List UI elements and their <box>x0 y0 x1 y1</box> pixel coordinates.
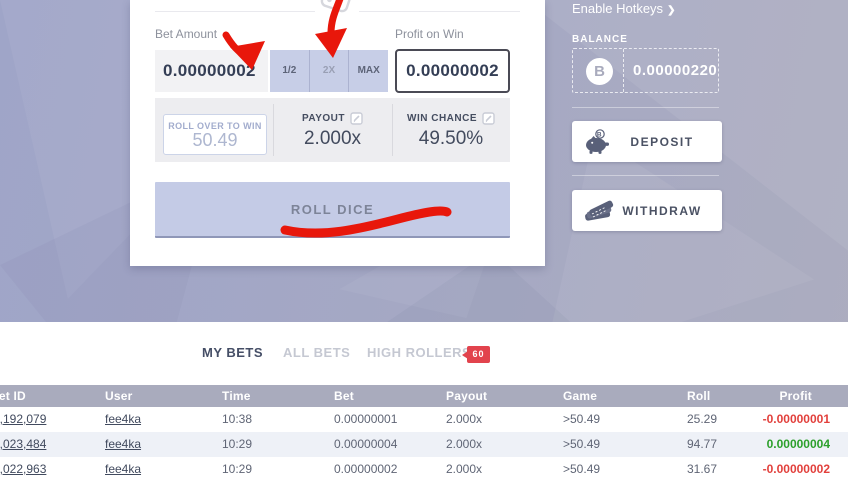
bet-panel: Bet Amount Profit on Win 0.00000002 1/2 … <box>130 0 545 266</box>
profit-on-win-label: Profit on Win <box>395 27 464 41</box>
divider <box>392 104 393 156</box>
bet-amount-label: Bet Amount <box>155 27 218 41</box>
divider <box>623 49 624 92</box>
tab-my-bets[interactable]: MY BETS <box>202 345 264 360</box>
bet-time: 10:29 <box>222 462 253 476</box>
edit-win-chance-icon[interactable] <box>482 112 495 125</box>
win-chance-label: WIN CHANCE <box>407 113 477 124</box>
max-bet-button[interactable]: MAX <box>357 65 380 76</box>
bet-payout: 2.000x <box>446 412 483 426</box>
tab-all-bets[interactable]: ALL BETS <box>283 345 351 360</box>
payout-value: 2.000x <box>303 128 362 149</box>
divider <box>572 107 719 108</box>
roll-over-to-win-box[interactable]: ROLL OVER TO WIN 50.49 <box>163 114 267 155</box>
profit-on-win-input[interactable]: 0.00000002 <box>395 49 510 93</box>
bet-payout: 2.000x <box>446 437 483 451</box>
bet-roll: 25.29 <box>687 412 718 426</box>
edit-payout-icon[interactable] <box>350 112 363 125</box>
column-bet-id: Bet ID <box>0 389 26 403</box>
user-link[interactable]: fee4ka <box>105 462 142 476</box>
bet-amount: 0.00000002 <box>334 462 398 476</box>
win-chance-value: 49.50% <box>418 128 484 149</box>
user-link[interactable]: fee4ka <box>105 412 142 426</box>
piggy-bank-icon: B <box>586 128 609 154</box>
divider <box>572 175 719 176</box>
bet-id-link[interactable]: 9,192,079 <box>0 412 47 426</box>
column-bet: Bet <box>334 389 354 403</box>
bet-profit: -0.00000001 <box>762 412 830 426</box>
bet-roll: 94.77 <box>687 437 718 451</box>
bet-id-link[interactable]: 9,023,484 <box>0 437 47 451</box>
high-rollers-count-badge[interactable]: 60 <box>462 346 490 363</box>
bet-game: >50.49 <box>563 437 601 451</box>
column-profit: Profit <box>779 389 812 403</box>
deposit-label: DEPOSIT <box>630 134 694 149</box>
roll-over-to-win-label: ROLL OVER TO WIN <box>168 121 262 131</box>
table-row: 9,192,079 fee4ka 10:38 0.00000001 2.000x… <box>0 407 848 432</box>
withdraw-button[interactable]: WITHDRAW <box>572 190 722 231</box>
bet-amount: 0.00000001 <box>334 412 398 426</box>
bet-modifier-buttons: 1/2 2X MAX <box>270 50 388 92</box>
bet-amount: 0.00000004 <box>334 437 398 451</box>
column-time: Time <box>222 389 251 403</box>
bet-game: >50.49 <box>563 462 601 476</box>
dice-icon <box>315 0 359 22</box>
balance-box[interactable]: B 0.00000220 <box>572 48 719 93</box>
double-bet-button[interactable]: 2X <box>310 50 350 92</box>
column-user: User <box>105 389 133 403</box>
bets-table-header: Bet ID User Time Bet Payout Game Roll Pr… <box>0 385 848 407</box>
enable-hotkeys-label: Enable Hotkeys <box>572 1 664 16</box>
deposit-button[interactable]: B DEPOSIT <box>572 121 722 162</box>
bet-id-link[interactable]: 9,022,963 <box>0 462 47 476</box>
roll-dice-button[interactable]: ROLL DICE <box>155 182 510 238</box>
win-chance-stat: WIN CHANCE 49.50% <box>392 112 510 150</box>
bitcoin-icon: B <box>586 58 613 85</box>
bet-profit: 0.00000004 <box>766 437 830 451</box>
table-row: 9,023,484 fee4ka 10:29 0.00000004 2.000x… <box>0 432 848 457</box>
balance-label: BALANCE <box>572 34 628 45</box>
tab-high-rollers[interactable]: HIGH ROLLERS <box>367 345 472 360</box>
column-roll: Roll <box>687 389 711 403</box>
balance-value: 0.00000220 <box>633 62 718 79</box>
payout-label: PAYOUT <box>301 113 345 124</box>
half-bet-button[interactable]: 1/2 <box>270 50 310 92</box>
bet-payout: 2.000x <box>446 462 483 476</box>
bet-game: >50.49 <box>563 412 601 426</box>
bet-stats-panel: ROLL OVER TO WIN 50.49 PAYOUT 2.000x WIN… <box>155 98 510 162</box>
chevron-right-icon: ❯ <box>667 5 676 16</box>
bet-amount-input[interactable]: 0.00000002 <box>155 50 268 92</box>
payout-stat: PAYOUT 2.000x <box>273 112 392 150</box>
divider <box>273 104 274 156</box>
column-game: Game <box>563 389 598 403</box>
enable-hotkeys-toggle[interactable]: Enable Hotkeys ❯ <box>572 1 675 16</box>
cash-stack-icon <box>585 200 614 221</box>
bet-time: 10:29 <box>222 437 253 451</box>
roll-over-to-win-value: 50.49 <box>192 130 238 150</box>
svg-text:B: B <box>597 131 603 138</box>
user-link[interactable]: fee4ka <box>105 437 142 451</box>
column-payout: Payout <box>446 389 488 403</box>
bet-roll: 31.67 <box>687 462 718 476</box>
bet-profit: -0.00000002 <box>762 462 830 476</box>
withdraw-label: WITHDRAW <box>622 203 702 218</box>
table-row: 9,022,963 fee4ka 10:29 0.00000002 2.000x… <box>0 457 848 482</box>
bet-time: 10:38 <box>222 412 253 426</box>
